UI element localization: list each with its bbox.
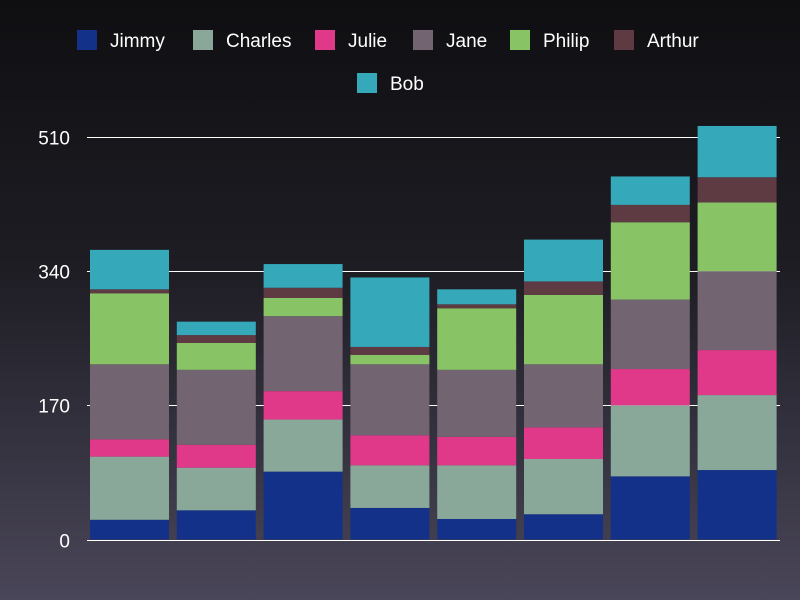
bar-segment-charles [610,405,690,477]
bar-segment-charles [90,456,169,520]
bar-segment-jane [610,299,690,370]
bar-stack [437,289,517,540]
bar-stack [176,321,256,540]
legend-item-jane[interactable]: Jane [413,30,487,52]
bar-segment-julie [437,436,517,466]
bar-stack [610,176,690,540]
bar-stack [263,264,343,540]
bar-segment-jane [350,364,430,436]
bar-segment-philip [90,293,169,365]
bar-segment-bob [176,321,256,336]
bar-stack [350,277,430,540]
legend-item-julie[interactable]: Julie [315,30,387,52]
bars [90,125,777,540]
bar-segment-bob [610,176,690,205]
legend-swatch [614,30,634,50]
bar-segment-jane [176,369,256,445]
bar-segment-julie [610,369,690,406]
bar-stack [90,249,169,540]
y-tick-label: 340 [38,263,70,284]
bar-segment-charles [263,419,343,472]
bar-segment-jimmy [610,476,690,540]
bar-segment-charles [176,467,256,511]
bar-segment-bob [437,289,517,305]
bar-segment-jimmy [90,519,169,540]
bar-segment-julie [697,350,777,396]
bar-segment-charles [350,465,430,508]
bar-stack [697,125,777,540]
bar-segment-arthur [524,281,603,295]
bar-segment-jane [263,316,343,392]
y-tick-label: 510 [38,129,70,150]
bar-segment-jane [697,271,777,351]
legend-swatch [413,30,433,50]
bar-segment-julie [350,435,430,466]
bar-segment-philip [350,354,430,365]
legend-label: Arthur [647,31,699,52]
bar-segment-arthur [90,289,169,294]
legend-item-bob[interactable]: Bob [357,73,424,95]
y-tick-label: 170 [38,397,70,418]
legend-swatch [357,73,377,93]
bar-segment-bob [350,277,430,347]
legend-label: Jane [446,31,487,52]
bar-segment-philip [176,342,256,370]
bar-segment-philip [263,298,343,317]
bar-segment-julie [263,391,343,420]
bar-segment-arthur [697,177,777,203]
legend-swatch [77,30,97,50]
y-tick-label: 0 [59,532,70,553]
bar-segment-jimmy [437,518,517,540]
bar-segment-philip [697,202,777,272]
bar-segment-julie [176,444,256,468]
legend: Jimmy Charles Julie Jane Philip Arthur Bob [77,30,699,95]
bar-segment-philip [610,222,690,300]
bar-segment-charles [437,465,517,519]
bar-segment-arthur [350,346,430,355]
legend-swatch [315,30,335,50]
bar-segment-charles [697,395,777,471]
bar-segment-julie [524,427,603,459]
legend-swatch [510,30,530,50]
legend-label: Charles [226,31,291,52]
legend-label: Jimmy [110,31,165,52]
bar-segment-philip [524,294,603,365]
legend-label: Philip [543,31,589,52]
bar-segment-arthur [437,304,517,309]
legend-item-charles[interactable]: Charles [193,30,291,52]
bar-segment-jimmy [697,470,777,540]
legend-item-philip[interactable]: Philip [510,30,589,52]
bar-segment-bob [697,125,777,178]
bar-segment-jane [524,364,603,428]
bar-segment-jimmy [263,471,343,540]
bar-segment-arthur [263,287,343,298]
bar-segment-bob [90,249,169,290]
bar-segment-bob [524,239,603,282]
bar-segment-philip [437,308,517,370]
legend-swatch [193,30,213,50]
bar-segment-charles [524,459,603,515]
bar-segment-jimmy [524,514,603,540]
bar-segment-arthur [176,335,256,343]
bar-segment-jimmy [176,510,256,540]
bar-segment-jimmy [350,507,430,540]
bar-segment-jane [437,369,517,437]
bar-stack [524,239,603,540]
bar-segment-jane [90,364,169,440]
bar-segment-julie [90,439,169,457]
bar-segment-arthur [610,204,690,223]
bar-segment-bob [263,264,343,288]
legend-label: Julie [348,31,387,52]
y-axis-tick-labels: 0 170 340 510 [38,129,70,553]
legend-label: Bob [390,74,424,95]
legend-item-jimmy[interactable]: Jimmy [77,30,165,52]
legend-item-arthur[interactable]: Arthur [614,30,699,52]
